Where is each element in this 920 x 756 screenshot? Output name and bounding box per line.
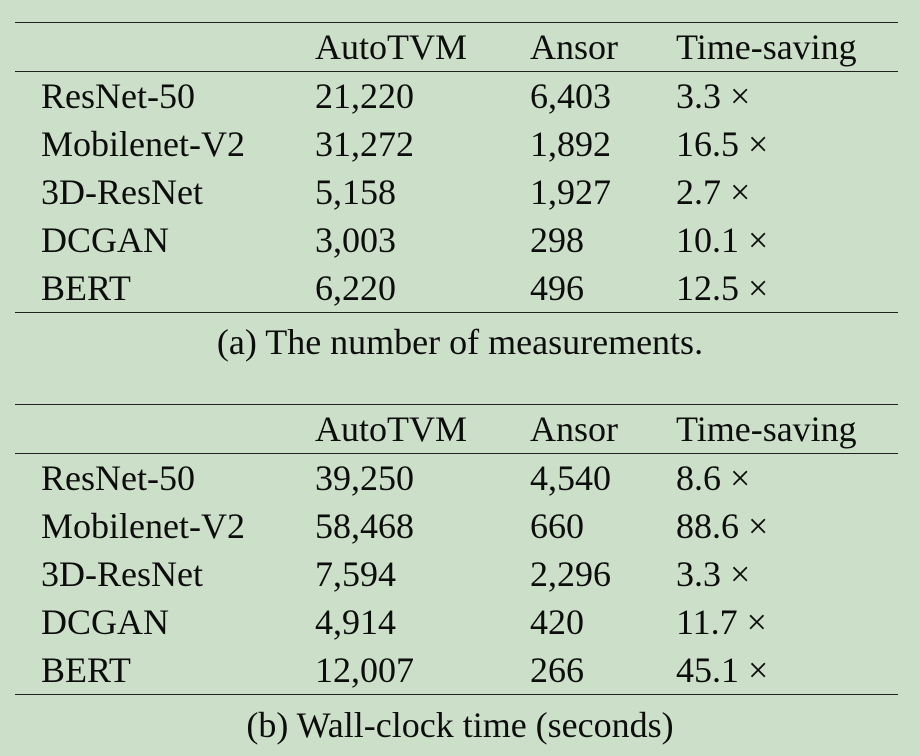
wall-clock-table: AutoTVM Ansor Time-saving ResNet-50 39,2…: [15, 404, 898, 695]
ansor-cell: 1,927: [530, 172, 611, 212]
time-saving-cell: 10.1 ×: [676, 220, 769, 260]
time-saving-cell: 11.7 ×: [676, 602, 767, 642]
table-row: 3D-ResNet 7,594 2,296 3.3 ×: [15, 550, 898, 598]
bottom-rule: [15, 694, 898, 695]
time-saving-cell: 8.6 ×: [676, 458, 751, 498]
header-rule: [15, 71, 898, 72]
bottom-rule: [15, 312, 898, 313]
ansor-cell: 4,540: [530, 458, 611, 498]
top-rule: [15, 404, 898, 405]
table-row: 3D-ResNet 5,158 1,927 2.7 ×: [15, 168, 898, 216]
autotvm-cell: 3,003: [315, 220, 396, 260]
autotvm-cell: 12,007: [315, 650, 414, 690]
header-cell-autotvm: AutoTVM: [315, 409, 467, 449]
autotvm-cell: 5,158: [315, 172, 396, 212]
table-row: BERT 12,007 266 45.1 ×: [15, 646, 898, 694]
autotvm-cell: 39,250: [315, 458, 414, 498]
ansor-cell: 298: [530, 220, 584, 260]
time-saving-cell: 2.7 ×: [676, 172, 751, 212]
model-cell: DCGAN: [41, 602, 170, 642]
header-cell-ansor: Ansor: [530, 27, 618, 67]
header-cell-ansor: Ansor: [530, 409, 618, 449]
table-header-row: AutoTVM Ansor Time-saving: [15, 23, 898, 71]
top-rule: [15, 22, 898, 23]
table-row: Mobilenet-V2 58,468 660 88.6 ×: [15, 502, 898, 550]
autotvm-cell: 58,468: [315, 506, 414, 546]
header-cell-time-saving: Time-saving: [676, 409, 857, 449]
autotvm-cell: 4,914: [315, 602, 396, 642]
table-row: BERT 6,220 496 12.5 ×: [15, 264, 898, 312]
time-saving-cell: 45.1 ×: [676, 650, 769, 690]
time-saving-cell: 3.3 ×: [676, 76, 751, 116]
model-cell: Mobilenet-V2: [41, 124, 245, 164]
model-cell: 3D-ResNet: [41, 172, 203, 212]
autotvm-cell: 21,220: [315, 76, 414, 116]
ansor-cell: 6,403: [530, 76, 611, 116]
measurements-table: AutoTVM Ansor Time-saving ResNet-50 21,2…: [15, 22, 898, 313]
ansor-cell: 420: [530, 602, 584, 642]
ansor-cell: 496: [530, 268, 584, 308]
header-cell-autotvm: AutoTVM: [315, 27, 467, 67]
model-cell: 3D-ResNet: [41, 554, 203, 594]
ansor-cell: 266: [530, 650, 584, 690]
model-cell: BERT: [41, 268, 131, 308]
model-cell: ResNet-50: [41, 76, 195, 116]
table-row: Mobilenet-V2 31,272 1,892 16.5 ×: [15, 120, 898, 168]
header-rule: [15, 453, 898, 454]
time-saving-cell: 3.3 ×: [676, 554, 751, 594]
autotvm-cell: 7,594: [315, 554, 396, 594]
table-caption-a: (a) The number of measurements.: [216, 322, 704, 362]
table-caption-b: (b) Wall-clock time (seconds): [246, 705, 674, 745]
ansor-cell: 1,892: [530, 124, 611, 164]
autotvm-cell: 31,272: [315, 124, 414, 164]
model-cell: ResNet-50: [41, 458, 195, 498]
table-row: ResNet-50 39,250 4,540 8.6 ×: [15, 454, 898, 502]
model-cell: DCGAN: [41, 220, 170, 260]
ansor-cell: 2,296: [530, 554, 611, 594]
table-row: ResNet-50 21,220 6,403 3.3 ×: [15, 72, 898, 120]
model-cell: Mobilenet-V2: [41, 506, 245, 546]
ansor-cell: 660: [530, 506, 584, 546]
header-cell-time-saving: Time-saving: [676, 27, 857, 67]
autotvm-cell: 6,220: [315, 268, 396, 308]
table-header-row: AutoTVM Ansor Time-saving: [15, 405, 898, 453]
model-cell: BERT: [41, 650, 131, 690]
time-saving-cell: 16.5 ×: [676, 124, 769, 164]
time-saving-cell: 12.5 ×: [676, 268, 769, 308]
time-saving-cell: 88.6 ×: [676, 506, 769, 546]
table-row: DCGAN 3,003 298 10.1 ×: [15, 216, 898, 264]
table-row: DCGAN 4,914 420 11.7 ×: [15, 598, 898, 646]
